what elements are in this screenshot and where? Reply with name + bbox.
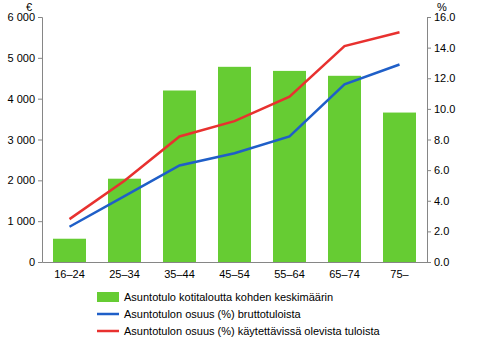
y-tick: 6 000 [7,11,42,23]
plot: 0 1 000 2 000 3 000 4 000 5 000 6 000 0.0 2.0 4.0… [7,1,455,280]
y-tick-mark [38,140,42,141]
y-tick-mark [38,58,42,59]
axis-line [38,18,43,263]
y2-tick-label: 14.0 [434,42,455,54]
y2-tick: 12.0 [427,72,455,84]
legend-swatch [97,330,119,333]
legend-label: Asuntotulon osuus (%) bruttotuloista [124,308,302,320]
y-tick: 0 [29,256,42,268]
y-tick: 2 000 [7,174,42,186]
line [70,64,400,226]
axis-line [43,262,428,263]
x-axis: 16–24 25–34 35–44 45–54 55–64 65–74 75– [43,262,428,280]
y2-tick-mark [427,231,431,232]
y2-tick-mark [427,17,431,18]
y-tick-label: 3 000 [7,134,35,146]
y-tick-mark [38,262,42,263]
y-axis-title: € [26,1,32,13]
y2-axis: 0.02.04.06.08.010.012.014.016.0 [427,11,455,268]
bar [53,239,86,262]
y2-tick-mark [427,170,431,171]
y2-tick-mark [427,140,431,141]
y2-tick-mark [427,78,431,79]
y2-axis-title: % [437,1,447,13]
y2-tick: 6.0 [427,164,449,176]
y-tick-mark [38,17,42,18]
y-axis: 0 1 000 2 000 3 000 4 000 5 000 6 000 [7,11,42,268]
y2-tick: 2.0 [427,225,449,237]
y2-tick: 0.0 [427,256,449,268]
y2-tick: 8.0 [427,134,449,146]
x-tick: 45–54 [219,262,250,280]
y-tick: 3 000 [7,134,42,146]
y2-tick-label: 6.0 [434,164,449,176]
bar [273,71,306,262]
y2-tick-mark [427,201,431,202]
x-tick: 35–44 [164,262,195,280]
chart: 0 1 000 2 000 3 000 4 000 5 000 6 000 0.0 2.0 4.0… [0,0,493,342]
x-tick-label: 75– [390,268,409,280]
x-tick: 55–64 [274,262,305,280]
y2-tick-label: 12.0 [434,72,455,84]
y2-tick-label: 10.0 [434,103,455,115]
y-tick-label: 5 000 [7,52,35,64]
y-tick: 1 000 [7,215,42,227]
y-tick-mark [38,180,42,181]
legend-label: Asuntotulo kotitaloutta kohden keskimäär… [124,291,333,303]
x-tick-label: 35–44 [164,268,195,280]
y-tick: 4 000 [7,93,42,105]
legend-swatch [97,313,119,316]
line [70,32,400,219]
y-tick-label: 4 000 [7,93,35,105]
bar [218,67,251,262]
x-tick: 65–74 [329,262,360,280]
x-tick: 25–34 [109,262,140,280]
legend-entry: Asuntotulon osuus (%) käytettävissä olev… [97,325,380,337]
y2-tick-label: 8.0 [434,134,449,146]
legend-swatch [97,292,119,302]
legend: Asuntotulo kotitaloutta kohden keskimäär… [97,291,380,337]
bar [108,179,141,262]
bar [328,76,361,262]
bar [163,91,196,263]
y2-tick-label: 0.0 [434,256,449,268]
y2-tick-label: 4.0 [434,195,449,207]
y2-tick-mark [427,109,431,110]
x-tick-label: 55–64 [274,268,305,280]
x-tick: 16–24 [54,262,85,280]
y2-tick: 14.0 [427,42,455,54]
y-tick: 5 000 [7,52,42,64]
x-tick-label: 65–74 [329,268,360,280]
marks [53,32,416,262]
y2-tick-mark [427,262,431,263]
y2-tick: 10.0 [427,103,455,115]
x-tick: 75– [390,262,409,280]
legend-entry: Asuntotulon osuus (%) bruttotuloista [97,308,302,320]
legend-entry: Asuntotulo kotitaloutta kohden keskimäär… [97,291,333,303]
y-tick-mark [38,99,42,100]
y2-tick-label: 2.0 [434,225,449,237]
y-tick-label: 1 000 [7,215,35,227]
legend-label: Asuntotulon osuus (%) käytettävissä olev… [124,325,380,337]
y-tick-label: 2 000 [7,174,35,186]
axis-line [428,18,432,263]
y-tick-mark [38,221,42,222]
y2-tick-mark [427,48,431,49]
y2-tick: 4.0 [427,195,449,207]
x-tick-label: 45–54 [219,268,250,280]
y-tick-label: 0 [29,256,35,268]
bar [383,113,416,262]
x-tick-label: 16–24 [54,268,85,280]
x-tick-label: 25–34 [109,268,140,280]
